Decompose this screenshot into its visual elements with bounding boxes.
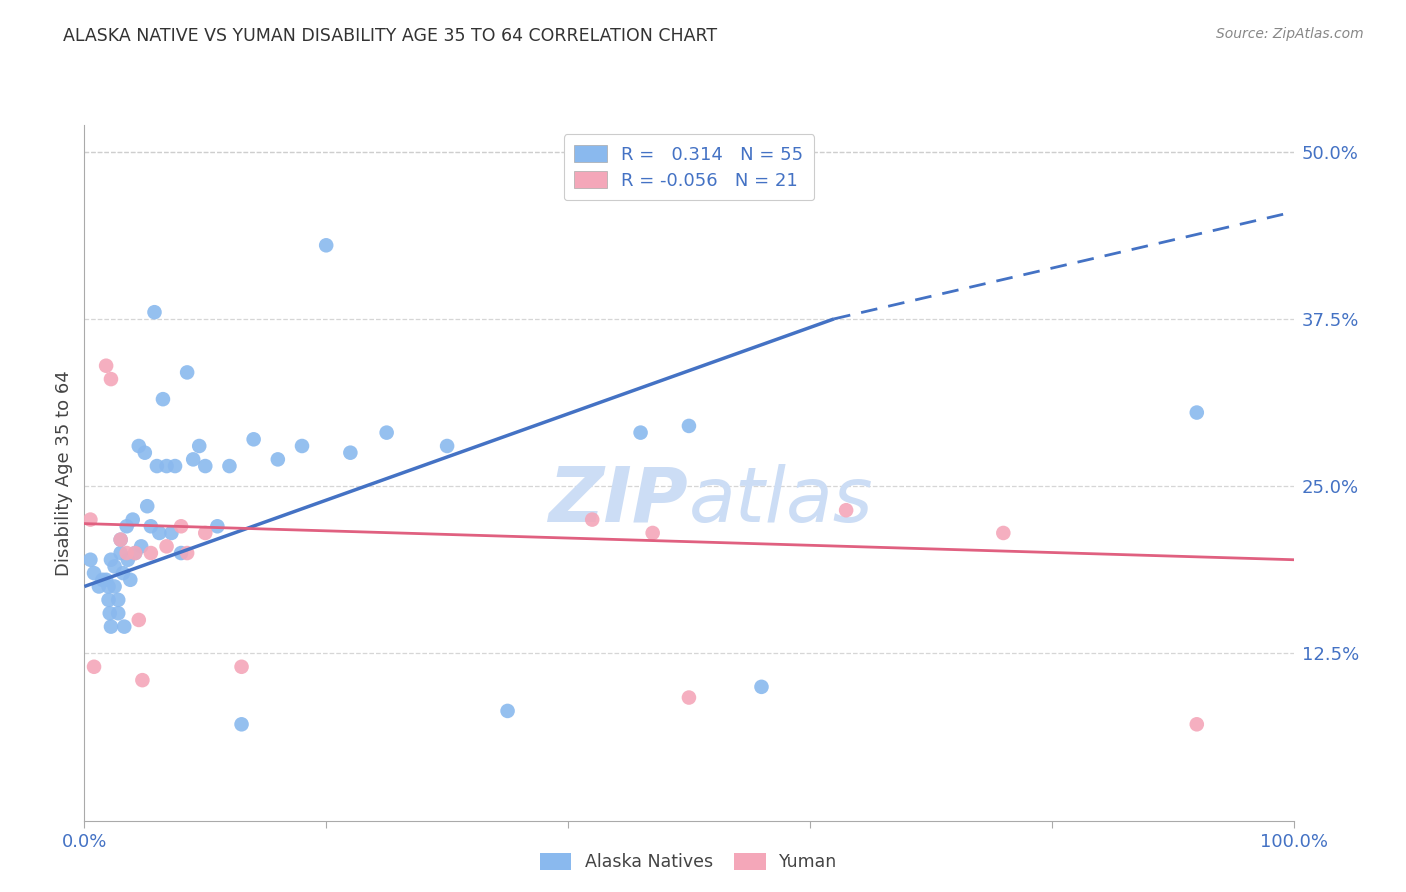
Point: [110, 546, 132, 560]
Point: [128, 439, 150, 453]
Point: [110, 533, 132, 547]
Point: [139, 546, 162, 560]
Point: [124, 546, 146, 560]
Text: ZIP: ZIP: [550, 464, 689, 538]
Point: [110, 533, 132, 547]
Point: [134, 446, 156, 460]
Point: [115, 519, 138, 533]
Point: [94, 573, 117, 587]
Point: [218, 459, 240, 474]
Point: [97, 580, 120, 594]
Point: [115, 546, 138, 560]
Text: ALASKA NATIVE VS YUMAN DISABILITY AGE 35 TO 64 CORRELATION CHART: ALASKA NATIVE VS YUMAN DISABILITY AGE 35…: [63, 27, 717, 45]
Point: [121, 512, 143, 526]
Legend: Alaska Natives, Yuman: Alaska Natives, Yuman: [533, 846, 845, 878]
Point: [94, 359, 117, 373]
Point: [139, 519, 162, 533]
Y-axis label: Disability Age 35 to 64: Disability Age 35 to 64: [55, 370, 73, 575]
Point: [678, 690, 700, 705]
Point: [136, 500, 159, 514]
Point: [107, 592, 129, 607]
Point: [117, 552, 139, 567]
Point: [104, 580, 127, 594]
Text: Source: ZipAtlas.com: Source: ZipAtlas.com: [1216, 27, 1364, 41]
Point: [339, 446, 361, 460]
Point: [315, 238, 337, 252]
Point: [155, 539, 177, 553]
Point: [143, 305, 166, 319]
Text: atlas: atlas: [689, 464, 873, 538]
Point: [91, 573, 114, 587]
Point: [176, 366, 198, 380]
Point: [1185, 717, 1208, 731]
Point: [112, 566, 135, 581]
Point: [678, 419, 700, 434]
Point: [231, 660, 253, 674]
Point: [146, 459, 169, 474]
Point: [176, 546, 198, 560]
Point: [131, 673, 153, 688]
Point: [641, 526, 664, 541]
Point: [155, 459, 177, 474]
Point: [993, 526, 1015, 541]
Point: [242, 433, 264, 447]
Point: [181, 452, 204, 467]
Point: [163, 459, 186, 474]
Point: [751, 680, 773, 694]
Point: [160, 526, 183, 541]
Point: [267, 452, 290, 467]
Point: [148, 526, 170, 541]
Point: [112, 620, 135, 634]
Point: [436, 439, 458, 453]
Point: [291, 439, 314, 453]
Point: [79, 512, 101, 526]
Point: [170, 546, 193, 560]
Point: [120, 573, 142, 587]
Point: [124, 546, 146, 560]
Point: [79, 552, 101, 567]
Point: [83, 566, 105, 581]
Point: [152, 392, 174, 407]
Point: [87, 580, 110, 594]
Point: [207, 519, 229, 533]
Point: [129, 539, 152, 553]
Point: [496, 704, 519, 718]
Point: [128, 613, 150, 627]
Point: [107, 607, 129, 621]
Point: [104, 559, 127, 574]
Point: [231, 717, 253, 731]
Point: [630, 425, 652, 440]
Point: [100, 552, 122, 567]
Point: [194, 459, 217, 474]
Point: [194, 526, 217, 541]
Point: [170, 519, 193, 533]
Point: [97, 592, 120, 607]
Point: [835, 503, 858, 517]
Point: [188, 439, 211, 453]
Point: [98, 607, 121, 621]
Point: [100, 372, 122, 386]
Point: [581, 512, 603, 526]
Point: [375, 425, 398, 440]
Point: [83, 660, 105, 674]
Point: [100, 620, 122, 634]
Point: [1185, 406, 1208, 420]
